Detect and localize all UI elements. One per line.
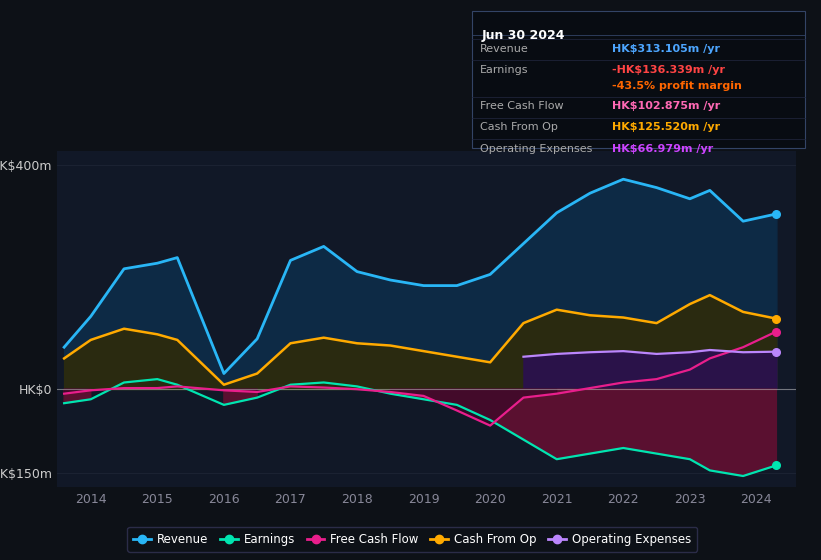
Text: HK$125.520m /yr: HK$125.520m /yr (612, 123, 720, 132)
Text: Earnings: Earnings (480, 65, 529, 75)
Point (770, 327, 783, 336)
Text: Operating Expenses: Operating Expenses (480, 144, 593, 153)
Text: -HK$136.339m /yr: -HK$136.339m /yr (612, 65, 725, 75)
Text: Jun 30 2024: Jun 30 2024 (482, 29, 566, 42)
Text: HK$102.875m /yr: HK$102.875m /yr (612, 101, 720, 111)
Point (770, 314, 783, 323)
Text: -43.5% profit margin: -43.5% profit margin (612, 81, 741, 91)
Legend: Revenue, Earnings, Free Cash Flow, Cash From Op, Operating Expenses: Revenue, Earnings, Free Cash Flow, Cash … (127, 527, 697, 552)
Point (770, 347, 783, 356)
Text: HK$66.979m /yr: HK$66.979m /yr (612, 144, 713, 153)
Text: Revenue: Revenue (480, 44, 529, 54)
Point (770, 461, 783, 470)
Point (770, 209, 783, 218)
Text: Cash From Op: Cash From Op (480, 123, 558, 132)
Text: HK$313.105m /yr: HK$313.105m /yr (612, 44, 720, 54)
Text: Free Cash Flow: Free Cash Flow (480, 101, 564, 111)
